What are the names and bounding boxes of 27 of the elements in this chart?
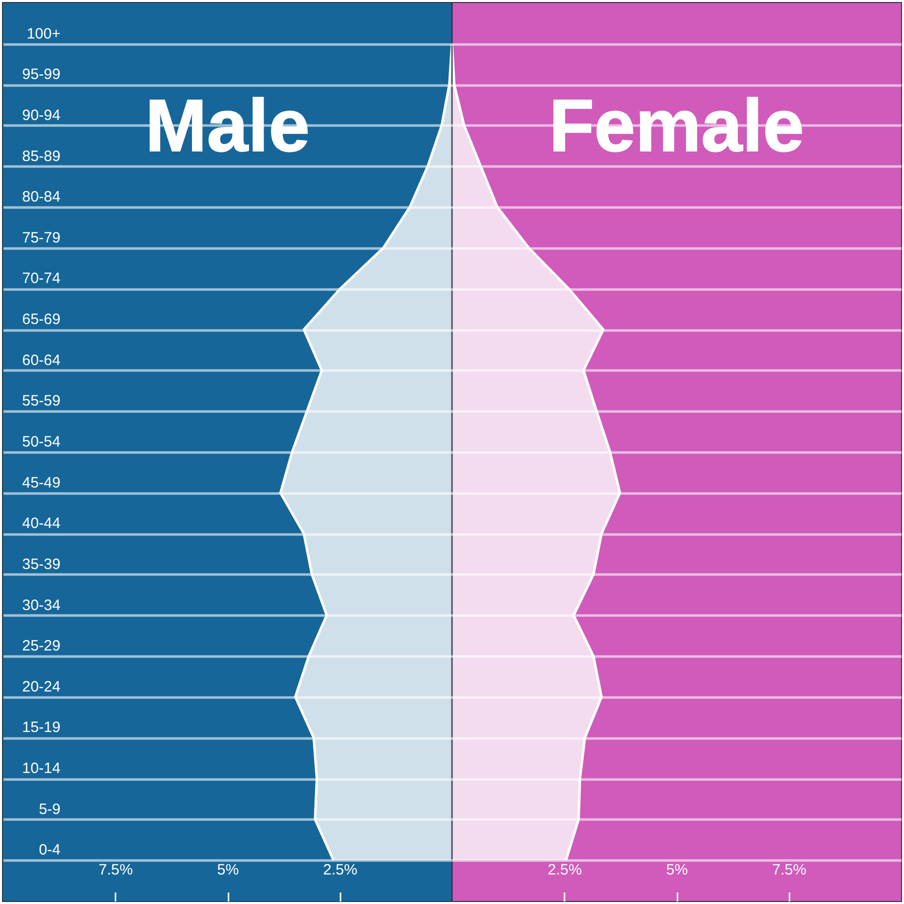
y-tick-label: 90-94 <box>22 106 60 124</box>
x-tick-label: 7.5% <box>772 862 806 878</box>
y-tick-label: 15-19 <box>22 719 60 736</box>
y-tick-label: 50-54 <box>22 434 60 450</box>
x-tick-label: 2.5% <box>323 862 358 878</box>
y-tick-label: 80-84 <box>22 188 60 206</box>
y-tick-label: 65-69 <box>22 311 60 328</box>
y-tick-label: 5-9 <box>38 800 60 818</box>
x-tick-label: 2.5% <box>548 862 582 878</box>
y-tick-label: 20-24 <box>22 678 60 696</box>
y-tick-label: 10-14 <box>22 760 60 778</box>
x-tick-label: 5% <box>217 862 239 878</box>
y-tick-label: 35-39 <box>22 556 60 573</box>
y-tick-label: 0-4 <box>38 842 60 859</box>
y-tick-label: 75-79 <box>22 229 60 246</box>
y-tick-label: 100+ <box>26 25 61 42</box>
x-tick-label: 7.5% <box>98 862 133 878</box>
y-tick-label: 40-44 <box>22 515 60 532</box>
y-tick-label: 95-99 <box>22 66 60 84</box>
y-tick-label: 30-34 <box>22 596 60 614</box>
y-tick-label: 60-64 <box>22 352 60 369</box>
y-tick-label: 45-49 <box>22 474 60 492</box>
y-tick-label: 25-29 <box>22 638 60 655</box>
y-tick-label: 70-74 <box>22 270 60 288</box>
y-tick-label: 85-89 <box>22 148 60 165</box>
x-tick-label: 5% <box>666 862 688 878</box>
y-tick-label: 55-59 <box>22 392 60 410</box>
